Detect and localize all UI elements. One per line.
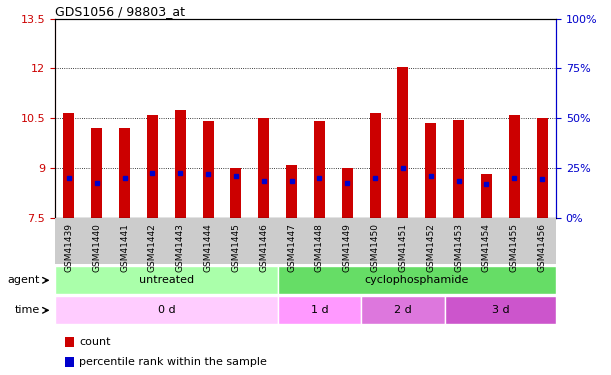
Bar [342,168,353,217]
Text: untreated: untreated [139,275,194,285]
Text: agent: agent [7,275,40,285]
Text: cyclophosphamide: cyclophosphamide [365,275,469,285]
Bar [230,168,241,217]
Bar [314,122,325,218]
Text: GDS1056 / 98803_at: GDS1056 / 98803_at [55,4,185,18]
Text: time: time [15,305,40,315]
Bar [536,118,547,218]
Bar [55,266,277,294]
Bar [425,123,436,218]
Bar [55,296,277,324]
Bar [277,266,556,294]
Text: 2 d: 2 d [394,305,412,315]
Bar [481,174,492,217]
Bar [65,357,74,367]
Bar [175,110,186,218]
Bar [91,128,102,217]
Text: count: count [79,337,111,347]
Text: 3 d: 3 d [491,305,509,315]
Bar [445,296,556,324]
Bar [370,113,381,218]
Bar [361,296,445,324]
Bar [147,115,158,218]
Text: 0 d: 0 d [158,305,175,315]
Bar [64,113,75,218]
Bar [286,165,297,218]
Bar [119,128,130,217]
Bar [65,337,74,347]
Text: 1 d: 1 d [310,305,328,315]
Text: percentile rank within the sample: percentile rank within the sample [79,357,267,367]
Bar [509,115,520,218]
Bar [277,296,361,324]
Bar [258,118,269,218]
Bar [202,122,214,218]
Bar [453,120,464,218]
Bar [397,67,409,218]
